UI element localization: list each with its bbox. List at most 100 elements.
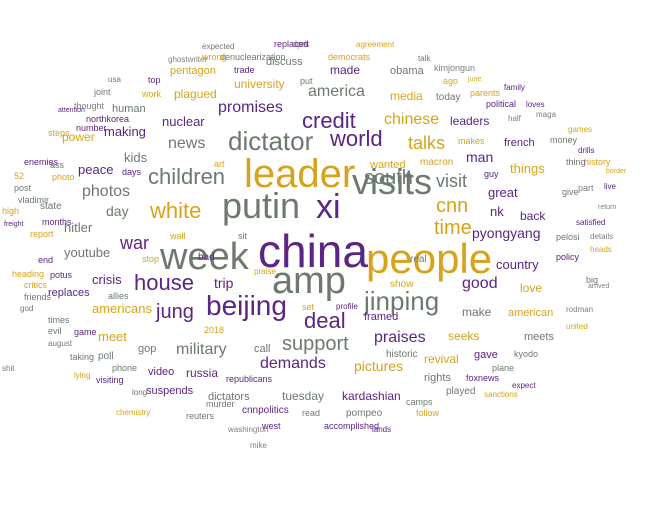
word-nk: nk: [490, 204, 504, 219]
word-freight: freight: [4, 221, 24, 228]
word-god: god: [20, 304, 34, 313]
word-shit: shit: [2, 364, 15, 373]
word-human: human: [112, 103, 146, 115]
word-denuclearization: denuclearization: [220, 52, 286, 62]
word-parents: parents: [470, 88, 501, 98]
word-cnnpolitics: cnnpolitics: [242, 405, 289, 416]
word-making: making: [104, 124, 146, 139]
word-video: video: [148, 366, 175, 378]
word-guy: guy: [484, 169, 499, 179]
word-historic: historic: [386, 349, 418, 360]
word-pelosi: pelosi: [556, 232, 580, 242]
word-drills: drills: [578, 146, 595, 155]
word-pentagon: pentagon: [170, 65, 216, 77]
word-game: game: [74, 327, 97, 337]
word-accomplished: accomplished: [324, 421, 380, 431]
word-demands: demands: [260, 355, 326, 372]
word-pictures: pictures: [354, 358, 404, 374]
word-power: power: [62, 130, 95, 144]
word-gave: gave: [474, 349, 498, 361]
word-america: america: [308, 83, 365, 100]
word-mike: mike: [250, 441, 267, 450]
word-work: work: [142, 89, 162, 99]
word-putin: putin: [222, 185, 301, 226]
word-phone: phone: [112, 363, 138, 373]
word-tuesday: tuesday: [282, 389, 325, 403]
word-replaces: replaces: [48, 287, 90, 299]
word-evil: evil: [48, 326, 62, 336]
word-chinese: chinese: [384, 111, 440, 128]
word-usa: usa: [108, 75, 121, 84]
word-white: white: [150, 198, 202, 223]
word-steps: steps: [48, 128, 70, 138]
word-ago: ago: [443, 76, 459, 86]
word-youtube: youtube: [64, 245, 111, 260]
word-military: military: [176, 341, 227, 358]
word-reuters: reuters: [186, 411, 215, 421]
word-today: today: [436, 92, 461, 103]
word-2018: 2018: [204, 325, 225, 335]
word-part: part: [578, 183, 594, 193]
word-taking: taking: [70, 352, 95, 362]
word-world: world: [330, 126, 383, 151]
word-kyodo: kyodo: [514, 349, 539, 359]
word-potus: potus: [50, 270, 73, 280]
word-talks: talks: [408, 133, 446, 153]
word-kimjongun: kimjongun: [434, 63, 476, 73]
word-visiting: visiting: [96, 375, 124, 385]
word-sit: sit: [238, 231, 247, 241]
word-policy: policy: [556, 252, 580, 262]
word-media: media: [390, 89, 423, 103]
word-call: call: [254, 343, 271, 355]
word-washington: washington: [228, 425, 269, 434]
word-foxnews: foxnews: [466, 373, 500, 383]
word-visit: visit: [436, 171, 467, 191]
word-thing: thing: [566, 157, 586, 167]
word-expect: expect: [512, 381, 536, 390]
word-post: post: [14, 183, 32, 193]
word-june: june: [468, 76, 482, 83]
word-jinping: jinping: [364, 286, 440, 316]
word-half: half: [508, 114, 521, 123]
word-deal: deal: [304, 308, 346, 333]
word-dictator: dictator: [228, 126, 314, 156]
word-attention: attention: [58, 107, 85, 114]
word-kids: kids: [124, 150, 148, 165]
word-trade: trade: [234, 65, 255, 75]
word-give: give: [562, 187, 579, 197]
word-border: border: [606, 168, 627, 175]
word-rights: rights: [424, 372, 451, 384]
word-lying: lying: [74, 371, 91, 380]
word-leaders: leaders: [450, 114, 490, 128]
word-discuss: discuss: [266, 56, 303, 68]
word-maga: maga: [536, 110, 557, 119]
word-meet: meet: [98, 329, 127, 344]
word-arrived: arrived: [588, 283, 610, 290]
word-man: man: [466, 149, 494, 165]
word-details: details: [590, 232, 614, 241]
word-vladimir: vladimir: [18, 195, 50, 205]
word-meets: meets: [524, 331, 554, 343]
word-nuclear: nuclear: [162, 114, 205, 129]
word-photos: photos: [82, 183, 131, 200]
word-history: history: [584, 157, 611, 167]
word-camps: camps: [406, 397, 433, 407]
word-lands: lands: [372, 425, 392, 434]
word-enemies: enemies: [24, 157, 59, 167]
word-pyongyang: pyongyang: [472, 225, 541, 241]
word-political: political: [486, 99, 517, 109]
word-played: played: [446, 386, 476, 397]
word-south: south: [364, 167, 413, 189]
word-french: french: [504, 137, 535, 149]
word-agreement: agreement: [356, 40, 395, 49]
word-pompeo: pompeo: [346, 408, 383, 419]
word-show: show: [390, 279, 414, 290]
word-thought: thought: [74, 101, 105, 111]
word-set: set: [302, 302, 315, 312]
word-read: read: [302, 408, 321, 418]
word-allies: allies: [108, 291, 129, 301]
word-games: games: [568, 125, 593, 134]
word-wrong: wrong: [202, 52, 227, 62]
word-day: day: [106, 203, 129, 219]
word-credit: credit: [302, 108, 356, 133]
